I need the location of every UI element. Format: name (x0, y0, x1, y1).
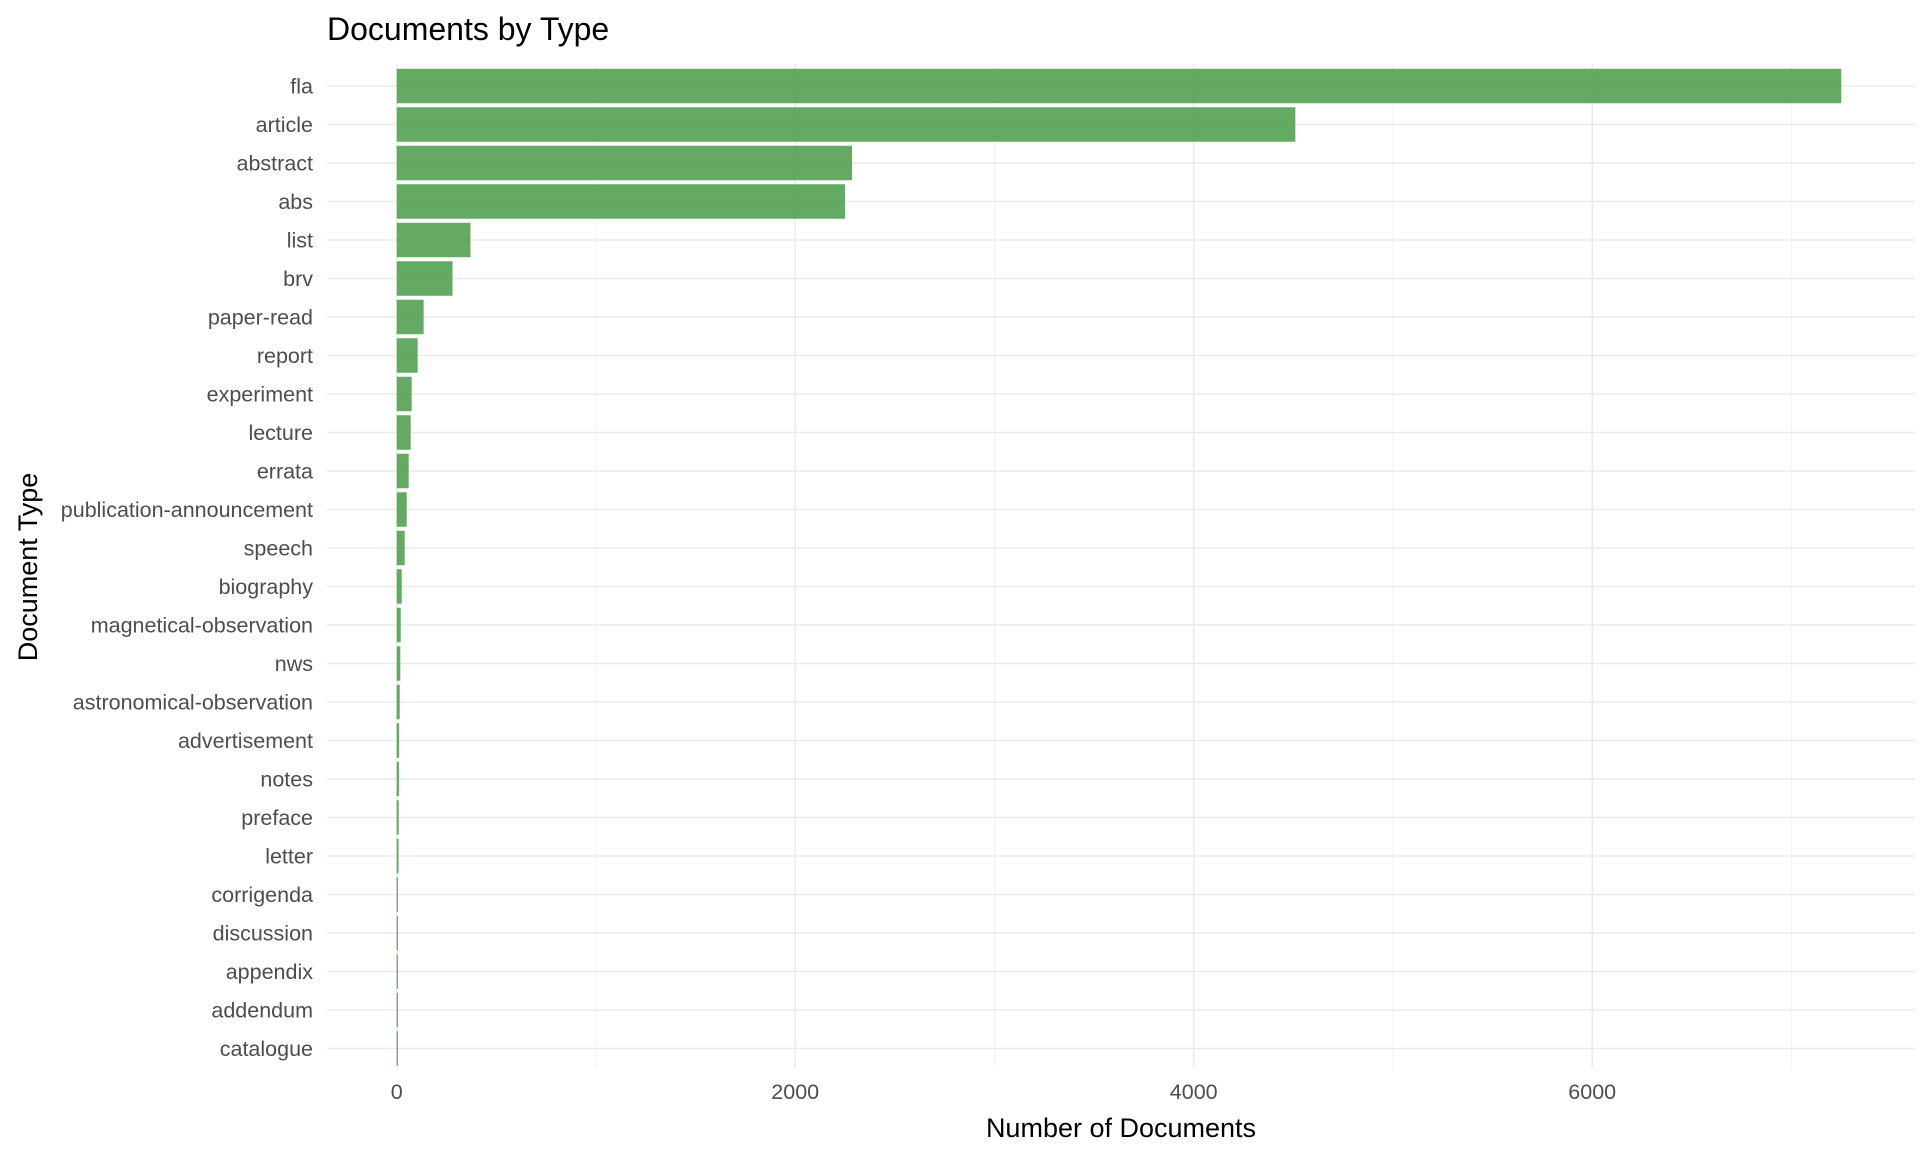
y-tick-label: brv (283, 267, 313, 291)
bar-astronomical-observation (396, 684, 400, 720)
y-tick-label: preface (241, 806, 313, 830)
bar-catalogue (396, 1031, 398, 1066)
chart-title: Documents by Type (327, 11, 609, 47)
y-tick-label: errata (257, 460, 313, 484)
x-tick-label: 6000 (1568, 1080, 1616, 1104)
bar-publication-announcement (396, 492, 407, 527)
y-tick-label: report (257, 344, 313, 368)
bar-report (396, 338, 418, 373)
bar-biography (396, 569, 402, 604)
x-tick-label: 2000 (771, 1080, 819, 1104)
bar-paper-read (396, 299, 424, 335)
bar-errata (396, 453, 409, 489)
y-tick-label: speech (244, 537, 313, 561)
y-tick-label: notes (260, 768, 313, 792)
bar-addendum (396, 992, 398, 1028)
y-tick-label: paper-read (208, 306, 313, 330)
y-tick-label: discussion (213, 922, 313, 946)
y-tick-label: nws (275, 652, 313, 676)
bar-nws (396, 646, 401, 681)
y-tick-label: list (287, 229, 313, 253)
bar-magnetical-observation (396, 607, 401, 643)
bar-preface (396, 800, 399, 835)
bar-appendix (396, 954, 398, 989)
y-axis-title: Document Type (13, 473, 43, 662)
bar-advertisement (396, 723, 400, 758)
y-tick-label: experiment (207, 383, 313, 407)
bar-speech (396, 530, 405, 566)
y-tick-label: catalogue (220, 1037, 313, 1061)
bar-discussion (396, 915, 398, 951)
x-tick-label: 4000 (1170, 1080, 1218, 1104)
y-tick-label: publication-announcement (61, 498, 313, 522)
x-tick-label: 0 (391, 1080, 403, 1104)
y-tick-label: abs (278, 190, 313, 214)
y-tick-label: lecture (248, 421, 313, 445)
bar-abs (396, 184, 846, 219)
y-tick-label: astronomical-observation (73, 691, 313, 715)
bar-notes (396, 761, 399, 797)
y-tick-label: appendix (226, 960, 314, 984)
x-tick-labels: 0 2000 4000 6000 (391, 1080, 1616, 1104)
bar-experiment (396, 376, 412, 412)
bar-article (396, 107, 1296, 142)
bar-lecture (396, 415, 411, 450)
y-tick-label: corrigenda (211, 883, 313, 907)
y-tick-label: addendum (211, 999, 313, 1023)
y-tick-label: advertisement (178, 729, 313, 753)
y-tick-label: letter (265, 845, 313, 869)
y-tick-label: abstract (237, 152, 314, 176)
y-tick-label: magnetical-observation (91, 614, 313, 638)
bar-corrigenda (396, 877, 398, 912)
y-tick-labels: fla article abstract abs list brv paper-read re… (61, 75, 313, 1062)
bar-fla (396, 68, 1842, 104)
bars (396, 68, 1842, 1066)
bar-abstract (396, 145, 853, 181)
y-tick-label: fla (290, 75, 313, 99)
x-axis-title: Number of Documents (986, 1113, 1256, 1143)
bar-letter (396, 838, 399, 874)
bar-list (396, 222, 471, 258)
bar-brv (396, 261, 453, 296)
y-tick-label: article (256, 113, 313, 137)
y-tick-label: biography (219, 575, 314, 599)
